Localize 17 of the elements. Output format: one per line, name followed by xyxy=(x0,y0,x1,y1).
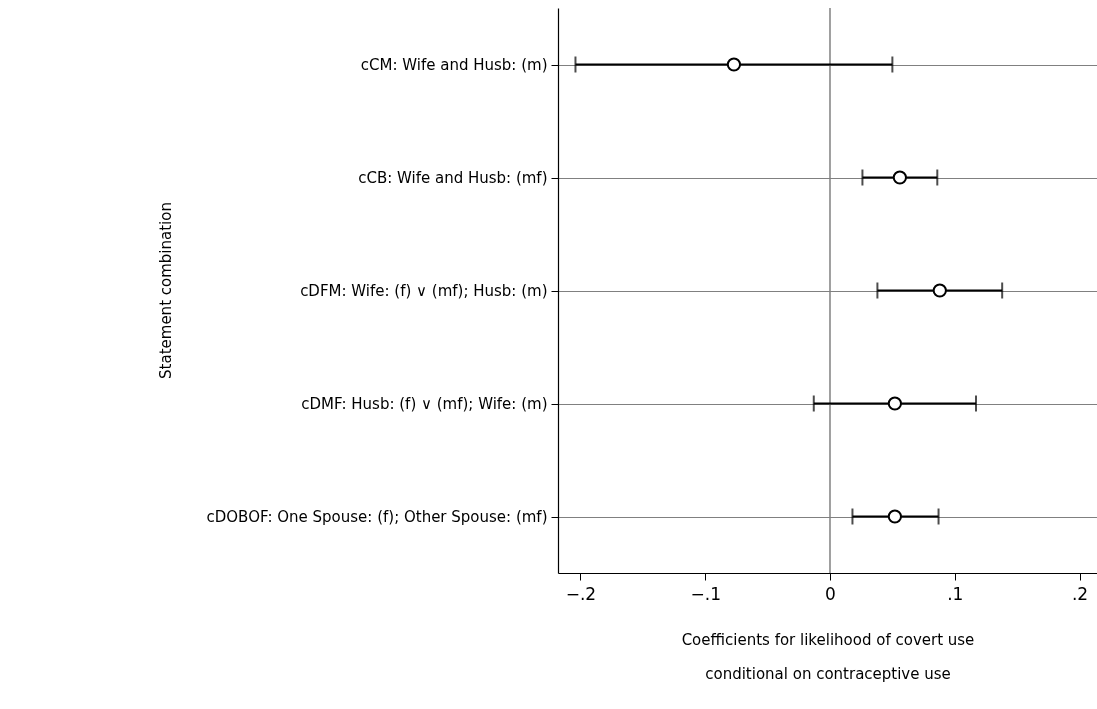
y-tick-label: cDMF: Husb: (f) ∨ (mf); Wife: (m) xyxy=(301,395,548,413)
x-tick-label: .2 xyxy=(1071,583,1089,604)
x-tick-label: −.2 xyxy=(565,583,597,604)
point xyxy=(887,396,902,411)
y-tick-label: cDOBOF: One Spouse: (f); Other Spouse: (mf) xyxy=(206,508,548,526)
y-tick-label: cDFM: Wife: (f) ∨ (mf); Husb: (m) xyxy=(300,282,548,300)
y-tick-label: cCB: Wife and Husb: (mf) xyxy=(358,169,548,187)
point xyxy=(887,509,902,524)
x-tick-label: −.1 xyxy=(690,583,721,604)
x-tick-label: .1 xyxy=(947,583,964,604)
y-tick-label: cCM: Wife and Husb: (m) xyxy=(360,56,548,74)
x-tick-label: 0 xyxy=(825,583,836,604)
point xyxy=(726,57,742,72)
y-axis-title: Statement combination xyxy=(156,202,175,379)
point xyxy=(892,170,907,185)
x-axis-title: Coefficients for likelihood of covert use conditional on contraceptive use xyxy=(681,630,975,683)
point xyxy=(932,283,947,298)
